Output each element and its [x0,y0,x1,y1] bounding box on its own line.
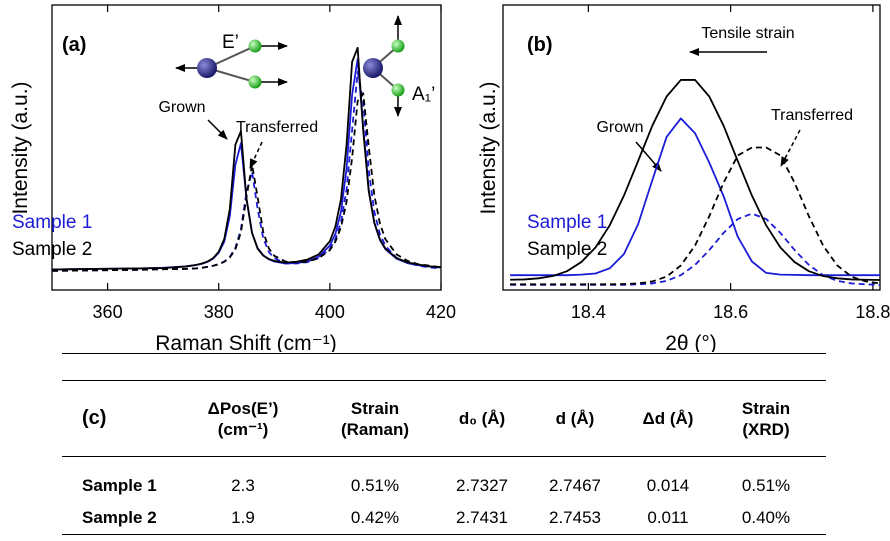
header-text: (Raman) [340,419,409,439]
figure: (a) Raman Shift (cm⁻¹) Intensity (a.u.) … [9,4,890,352]
header-cell: Strain (Raman) [306,381,444,457]
annotation: Grown [596,119,643,136]
table-cell: 0.40% [741,508,791,528]
header-text: d₀ (Å) [458,409,506,428]
panel-label: (a) [62,34,86,56]
legend-entry: Sample 1 [527,212,607,233]
header-cell: d (Å) [520,381,630,457]
header-cell: ΔPos(E’) (cm⁻¹) [180,381,306,457]
annotation: A₁’ [412,84,435,105]
table-cell: 0.42% [350,508,400,528]
x-tick-label: 18.8 [855,302,890,322]
arrow [249,141,263,169]
header-cell: d₀ (Å) [444,381,520,457]
table-cell: 0.51% [350,475,400,495]
plot-frame [51,4,442,291]
header-text: ΔPos(E’) [207,398,279,418]
header-text: (XRD) [742,419,790,439]
line-grown [510,79,881,281]
row-label: Sample 1 [82,475,157,495]
x-axis-label: Raman Shift (cm⁻¹) [155,332,336,352]
y-axis-label: Intensity (a.u.) [9,81,32,214]
line-transferred [51,92,442,272]
legend-entry: Sample 1 [12,212,92,233]
table-row: Sample 2 1.9 0.42% 2.7431 2.7453 0.011 0.40% [62,503,826,535]
line-grown [51,46,442,271]
header-text: Strain [350,398,400,418]
table-rule [62,353,826,380]
line-transferred [51,71,442,272]
annotation: Transferred [771,107,853,124]
legend-entry: Sample 2 [527,239,607,260]
panel-label: (b) [527,34,553,56]
table-cell: 0.014 [646,475,690,495]
header-text: Δd (Å) [642,409,694,428]
header-text: d (Å) [555,409,595,428]
x-tick-label: 380 [204,302,234,322]
table-cell: 0.011 [647,508,689,528]
header-text: Strain [741,398,791,418]
annotation: Grown [158,99,205,116]
x-tick-label: 420 [426,302,456,322]
line-transferred [510,146,881,286]
table-cell: 2.7431 [456,508,508,528]
x-tick-label: 18.6 [713,302,748,322]
table: (c) ΔPos(E’) (cm⁻¹) Strain (Raman) d₀ (Å) d (Å… [62,380,826,535]
table-cell: 0.51% [741,475,791,495]
e-mode-icon [175,39,288,89]
table-cell: 2.7453 [549,508,601,528]
plot-frame [502,4,881,291]
legend-entry: Sample 2 [12,239,92,260]
header-text: (cm⁻¹) [217,419,269,439]
annotation: E’ [222,32,239,53]
table-cell: 2.7467 [549,475,601,495]
annotation: Transferred [236,119,318,136]
y-axis-label: Intensity (a.u.) [477,81,500,214]
table-cell: 2.7327 [456,475,508,495]
line-grown [51,58,442,271]
arrow [207,119,228,140]
x-tick-label: 360 [93,302,123,322]
x-tick-label: 400 [315,302,345,322]
table-row: Sample 1 2.3 0.51% 2.7327 2.7467 0.014 0.51% [62,457,826,503]
header-cell: Δd (Å) [630,381,706,457]
header-cell: Strain (XRD) [706,381,826,457]
annotation: Tensile strain [701,25,794,42]
table-body: Sample 1 2.3 0.51% 2.7327 2.7467 0.014 0.51% Sa… [62,457,826,535]
table-cell: 2.3 [231,475,255,495]
header-row: (c) ΔPos(E’) (cm⁻¹) Strain (Raman) d₀ (Å) d (Å… [62,380,826,457]
x-axis-label: 2θ (°) [665,332,717,352]
x-tick-label: 18.4 [571,302,606,322]
table-label: (c) [82,407,107,429]
table-cell: 1.9 [231,508,255,528]
table-container: (c) ΔPos(E’) (cm⁻¹) Strain (Raman) d₀ (Å) d (Å… [62,353,826,535]
row-label: Sample 2 [82,508,157,528]
a-mode-icon [363,15,405,117]
